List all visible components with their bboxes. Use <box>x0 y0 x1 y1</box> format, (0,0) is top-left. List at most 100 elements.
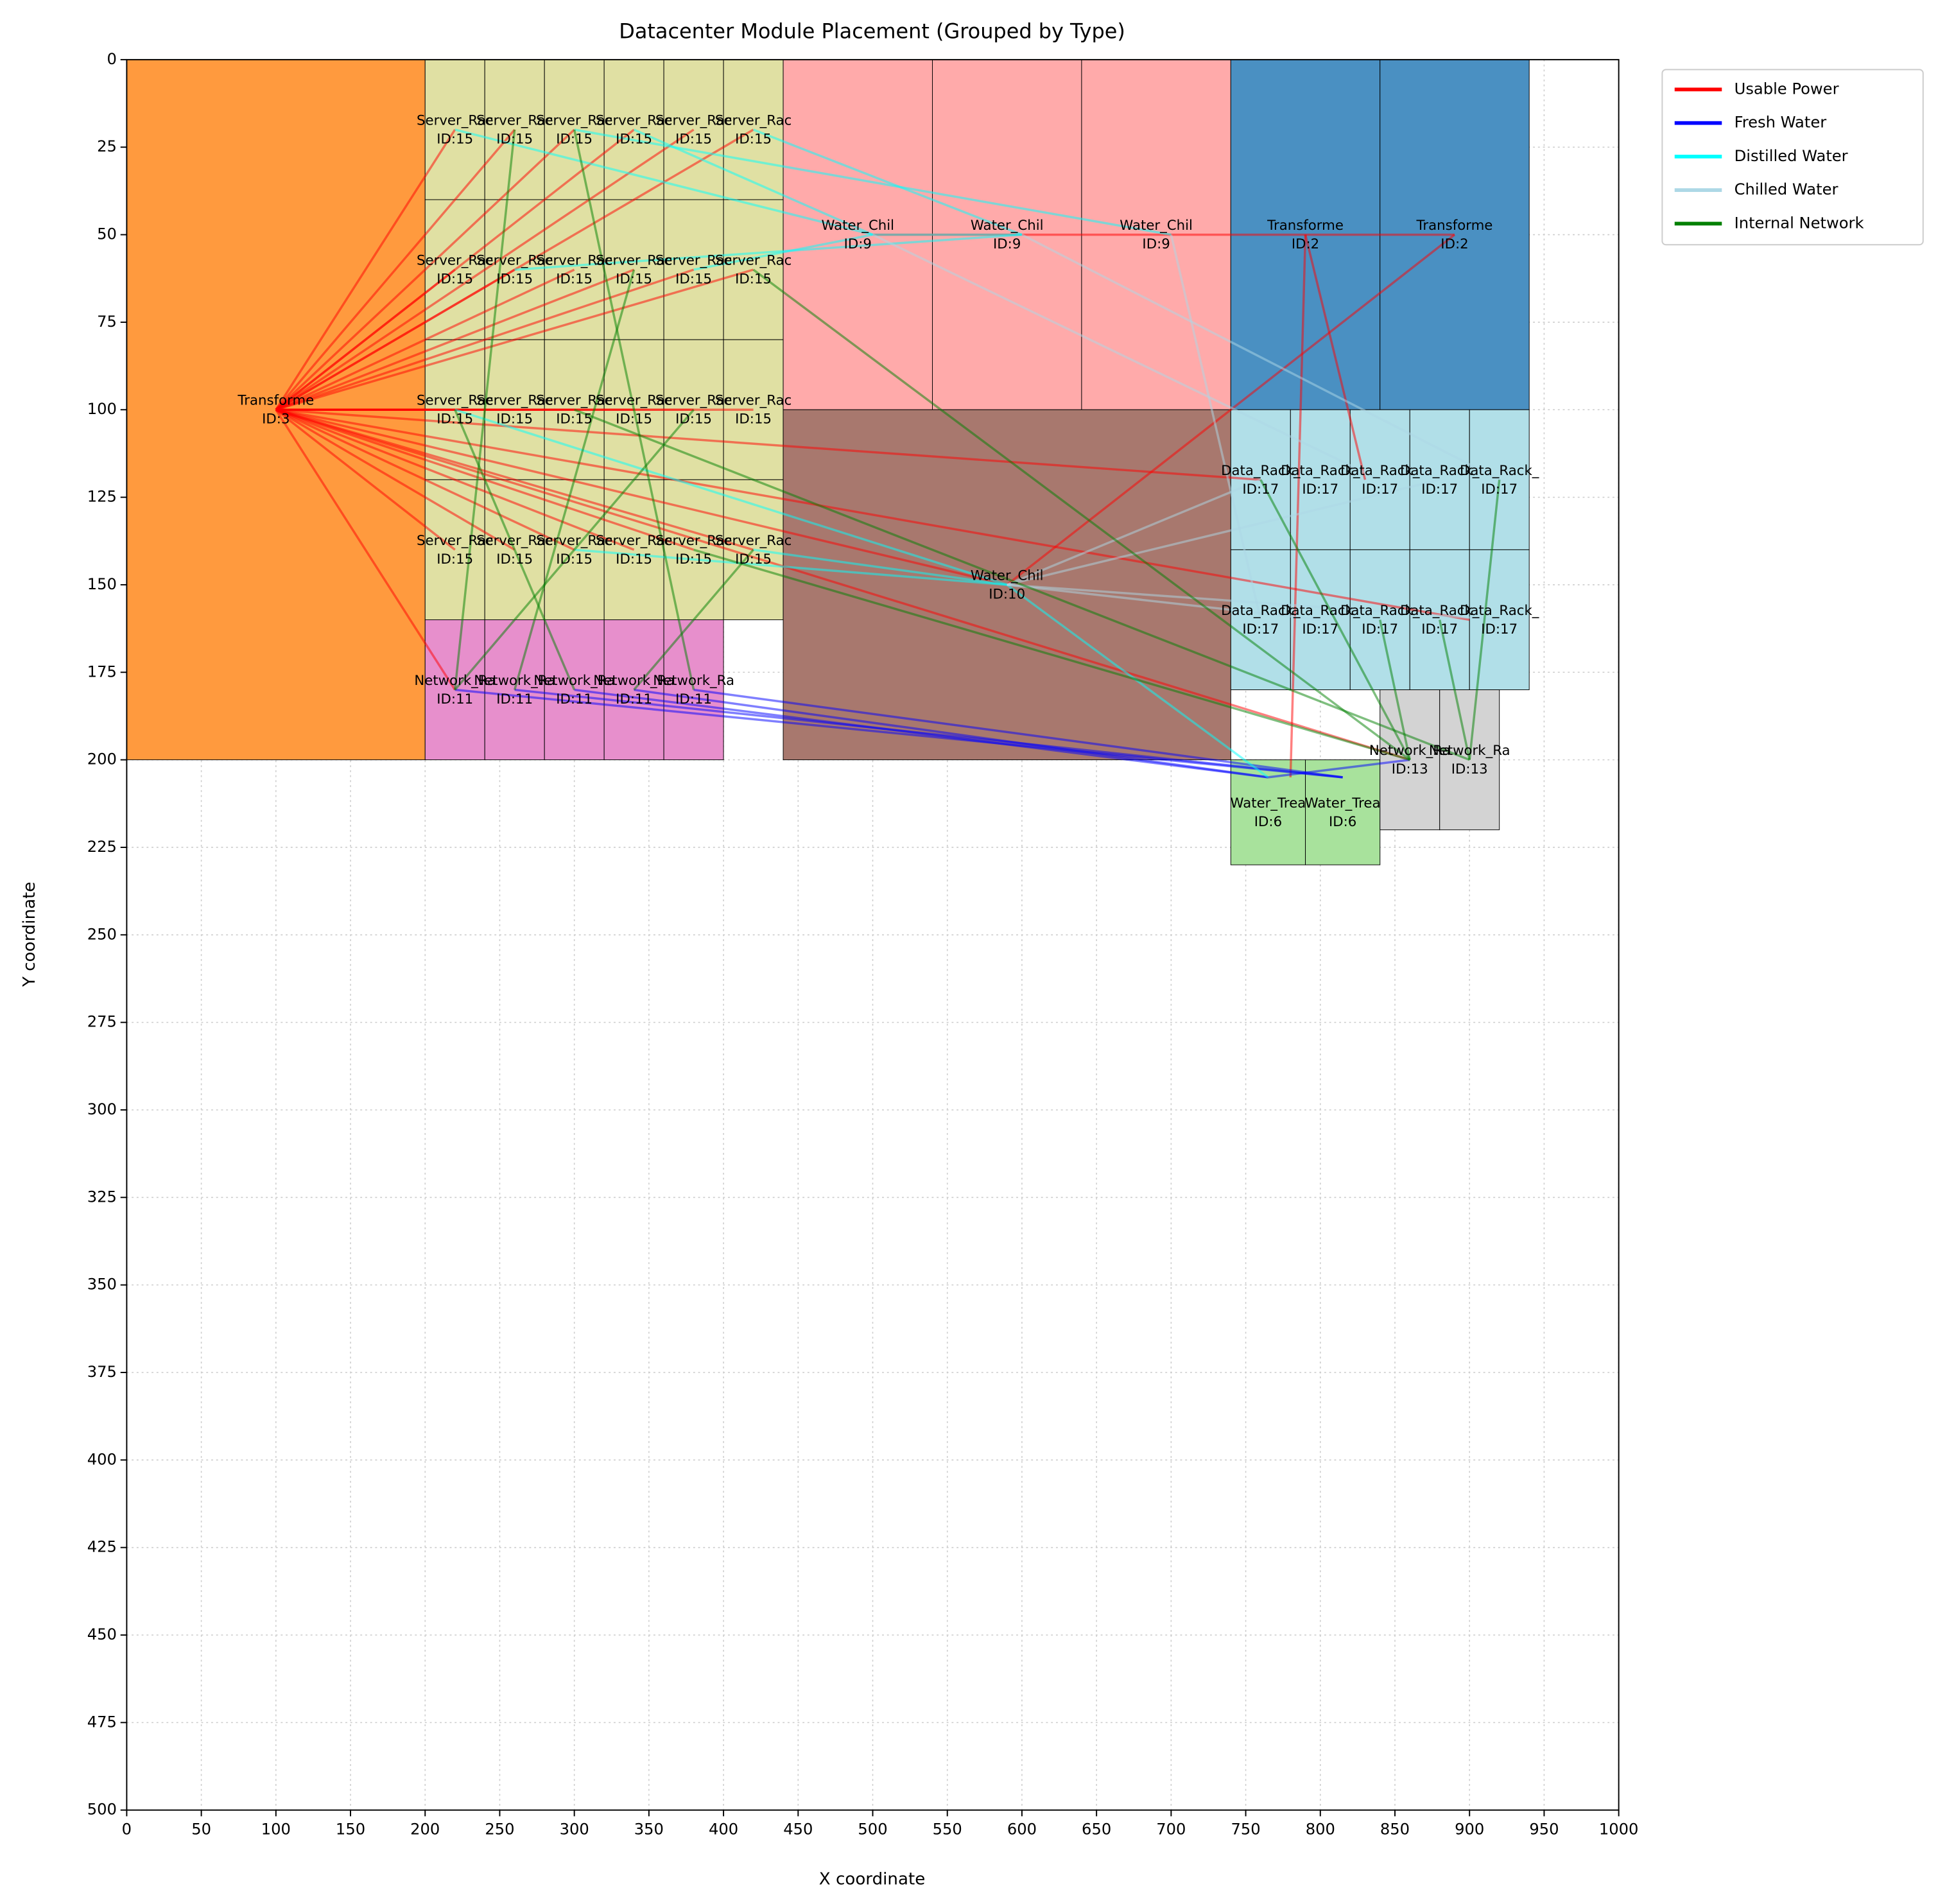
x-tick-label: 500 <box>858 1821 887 1839</box>
module-label: Network_Ra <box>414 673 496 689</box>
module-id-label: ID:17 <box>1362 481 1398 498</box>
connection <box>454 128 873 236</box>
connection <box>1021 234 1500 481</box>
x-tick-label: 200 <box>410 1821 440 1839</box>
module-label: Server_Rac <box>476 112 553 128</box>
x-tick-label: 750 <box>1231 1821 1260 1839</box>
connection <box>693 548 1410 761</box>
y-tick-label: 0 <box>107 50 117 68</box>
legend: Usable Power Fresh Water Distilled Water Ch… <box>1661 69 1924 246</box>
module-id-label: ID:11 <box>437 691 473 707</box>
connection <box>1439 619 1471 760</box>
x-tick-label: 100 <box>261 1821 291 1839</box>
y-tick-label: 275 <box>87 1013 117 1031</box>
module-id-label: ID:9 <box>844 236 872 252</box>
x-tick-label: 700 <box>1156 1821 1186 1839</box>
module-label: Data_Rack_ <box>1460 603 1539 619</box>
y-tick-label: 100 <box>87 400 117 418</box>
module-label: Server_Rac <box>596 393 672 409</box>
module-id-label: ID:15 <box>735 551 772 567</box>
module-label: Server_Rac <box>476 533 553 549</box>
module-id-label: ID:11 <box>675 691 712 707</box>
legend-label: Distilled Water <box>1735 147 1848 165</box>
module-id-label: ID:10 <box>989 586 1025 602</box>
connection <box>574 688 1268 779</box>
module-label: Server_Rac <box>417 533 493 549</box>
module-label: Water_Chil <box>971 218 1044 234</box>
x-tick-label: 300 <box>560 1821 589 1839</box>
connection <box>693 688 1343 779</box>
module-id-label: ID:15 <box>556 551 593 567</box>
x-tick-label: 950 <box>1529 1821 1559 1839</box>
connection <box>275 268 695 411</box>
connection <box>275 268 456 411</box>
module-id-label: ID:15 <box>437 551 473 567</box>
module-id-label: ID:2 <box>1292 236 1319 252</box>
connection <box>275 128 516 411</box>
x-tick-label: 0 <box>122 1821 132 1839</box>
connection <box>514 233 1023 271</box>
y-tick-label: 125 <box>87 488 117 506</box>
x-tick-label: 850 <box>1380 1821 1410 1839</box>
y-tick-label: 375 <box>87 1363 117 1381</box>
legend-label: Fresh Water <box>1735 114 1827 132</box>
connection <box>872 234 1381 481</box>
legend-label: Internal Network <box>1735 214 1864 232</box>
x-tick-label: 600 <box>1007 1821 1037 1839</box>
module <box>1305 759 1381 865</box>
module-label: Water_Chil <box>1120 218 1193 234</box>
module-id-label: ID:17 <box>1421 481 1458 498</box>
connection <box>275 408 1470 621</box>
connection <box>514 269 636 691</box>
x-tick-label: 900 <box>1455 1821 1484 1839</box>
module-id-label: ID:3 <box>262 411 290 428</box>
connection <box>275 268 575 411</box>
x-tick-label: 150 <box>336 1821 365 1839</box>
connection <box>275 128 695 411</box>
connection <box>275 408 515 551</box>
module-label: Water_Chil <box>821 218 894 234</box>
module-id-label: ID:15 <box>556 131 593 147</box>
module-label: Server_Rac <box>596 112 672 128</box>
module-label: Transforme <box>1416 218 1493 234</box>
module-id-label: ID:15 <box>735 411 772 428</box>
plot-area: TransformeID:3Server_RacID:15Server_RacI… <box>126 59 1539 865</box>
connection <box>275 408 456 551</box>
module-label: Server_Rac <box>715 393 792 409</box>
module-id-label: ID:17 <box>1481 621 1518 637</box>
module-id-label: ID:15 <box>735 131 772 147</box>
module-label: Data_Rack_ <box>1221 463 1301 479</box>
connection <box>752 128 1023 236</box>
module-label: Network_Ra <box>653 673 734 689</box>
module-label: Network_Ra <box>1429 743 1510 759</box>
module-id-label: ID:11 <box>616 691 652 707</box>
module-label: Network_Ra <box>474 673 555 689</box>
module-label: Server_Rac <box>655 112 732 128</box>
module-id-label: ID:2 <box>1441 236 1468 252</box>
connection <box>1468 480 1501 760</box>
y-tick-label: 500 <box>87 1801 117 1819</box>
connection <box>1007 478 1261 586</box>
module-id-label: ID:15 <box>437 411 473 428</box>
axes-frame <box>126 58 1620 1811</box>
y-tick-label: 225 <box>87 838 117 856</box>
y-tick-label: 175 <box>87 662 117 680</box>
module-label: Data_Rack_ <box>1340 603 1420 619</box>
module-label: Server_Rac <box>417 253 493 269</box>
y-tick-label: 200 <box>87 750 117 768</box>
connection <box>454 409 695 691</box>
connection <box>633 549 754 691</box>
legend-label: Chilled Water <box>1735 180 1839 198</box>
x-tick-label: 350 <box>634 1821 664 1839</box>
module-label: Server_Rac <box>417 393 493 409</box>
connection <box>752 268 1411 761</box>
connection <box>275 408 1410 761</box>
module-id-label: ID:15 <box>616 411 652 428</box>
legend-label: Usable Power <box>1735 80 1839 98</box>
connection <box>1007 584 1320 621</box>
connection <box>275 408 575 551</box>
connection <box>275 129 456 411</box>
module-id-label: ID:11 <box>496 691 533 707</box>
y-tick-label: 475 <box>87 1713 117 1731</box>
module-label: Server_Rac <box>655 533 732 549</box>
